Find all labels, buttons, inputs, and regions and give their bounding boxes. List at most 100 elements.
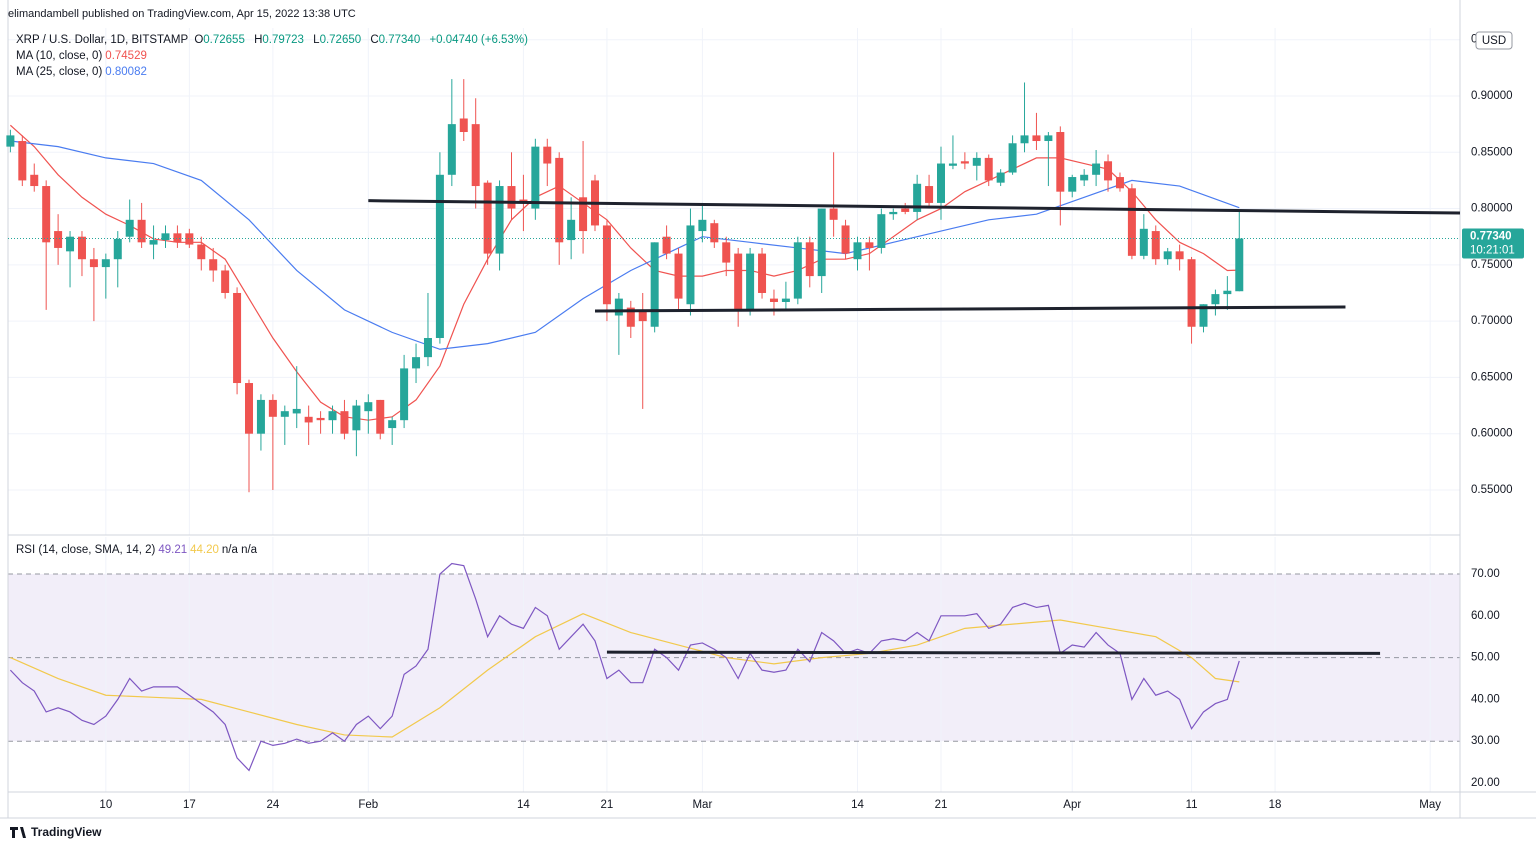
candle-body [1044,135,1053,142]
brand: TradingView [31,825,102,839]
currency: USD [1482,35,1506,47]
candle-body [1127,188,1136,256]
candle-body [996,172,1005,183]
countdown: 10:21:01 [1470,245,1515,257]
y-tick-label: 30.00 [1471,735,1500,747]
candle-body [364,402,373,412]
ma-legend: MA (25, close, 0) 0.80082 [16,65,150,79]
ohlc: H0.79723 [254,34,307,46]
x-tick-label: May [1419,799,1441,811]
candle-body [937,163,946,203]
y-tick-label: 0.70000 [1471,315,1513,327]
candle-body [233,292,242,384]
candle-body [459,118,468,133]
candle-body [602,225,611,305]
candle-body [1163,251,1172,260]
candle-body [1104,161,1113,181]
candle-body [853,242,862,260]
candle-body [221,270,230,293]
ma-legend: MA (10, close, 0) 0.74529 [16,49,150,63]
k: C [370,34,379,46]
candle-body [829,208,838,220]
k: H [254,34,263,46]
x-tick-label: Mar [692,799,712,811]
candle-body [328,411,337,421]
candle-body [901,208,910,212]
candle-body [435,174,444,339]
y-tick-label: 60.00 [1471,610,1500,622]
candle-body [352,405,361,431]
rsi-legend: RSI (14, close, SMA, 14, 2) 49.21 44.20 n/a… [16,543,260,557]
candle-body [471,124,480,187]
x-tick-label: 17 [183,799,196,811]
v: 0.72655 [203,34,245,46]
candle-body [984,157,993,181]
y-tick-label: 0.75000 [1471,259,1513,271]
candle-body [746,253,755,310]
candle-body [531,146,540,209]
candle-body [125,219,134,237]
currency-box [1475,31,1513,50]
candle-body [388,420,397,429]
x-tick-label: 10 [99,799,112,811]
last-price-box [1462,228,1524,259]
candle-body [925,186,934,203]
x-tick-label: 21 [601,799,614,811]
candle-body [674,253,683,299]
k: O [194,34,204,46]
candle-body [42,186,51,243]
candle-body [340,411,349,434]
candle-body [209,259,218,271]
candle-body [161,233,170,241]
sma-value: 44.20 [190,544,219,556]
candle-body [483,182,492,254]
x-tick-label: Feb [358,799,378,811]
candle-body [960,161,969,164]
candle-body [400,368,409,421]
candle-body [662,236,671,254]
y-tick-label: 0.85000 [1471,146,1513,158]
candle-body [6,135,15,147]
candle-body [197,244,206,260]
candle-body [447,124,456,175]
symbol: XRP / U.S. Dollar, 1D, BITSTAMP [16,34,189,46]
price-legend: XRP / U.S. Dollar, 1D, BITSTAMP O0.72655… [16,33,531,47]
change: +0.04740 (+6.53%) [429,34,528,46]
y-tick-label: 0.55000 [1471,484,1513,496]
x-tick-label: Apr [1063,799,1081,811]
last-price-label: 0.77340 [1470,231,1512,243]
candle-body [710,223,719,243]
y-tick-label: 0.90000 [1471,90,1513,102]
candle-body [1151,231,1160,260]
na: n/a n/a [221,544,258,556]
candle-body [734,253,743,310]
x-tick-label: 18 [1269,799,1282,811]
candle-body [1175,251,1184,260]
x-tick-label: 24 [266,799,279,811]
series-line [10,613,1240,738]
candle-body [66,236,75,252]
k: L [313,34,320,46]
candle-body [376,399,385,434]
candle-body [280,411,289,417]
candle-body [555,157,564,243]
v: 0.79723 [262,34,304,46]
candle-body [913,183,922,212]
candle-body [972,157,981,166]
candle-body [77,236,86,260]
series-line [9,562,1240,772]
trendline [594,305,1346,313]
candle-body [650,242,659,327]
candle-body [316,417,325,421]
rsi-value: 49.21 [158,544,188,556]
candle-body [149,240,158,245]
candle-body [1020,135,1029,144]
candle-body [722,242,731,263]
candle-body [292,408,301,414]
ma-name: MA (25, close, 0) [16,66,103,78]
rsi-title: RSI (14, close, SMA, 14, 2) [16,544,156,556]
candle-body [268,399,277,417]
candle-body [1199,304,1208,327]
